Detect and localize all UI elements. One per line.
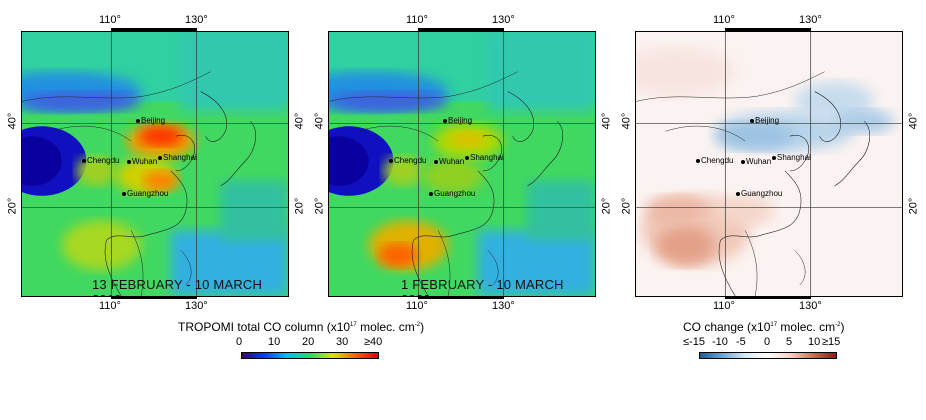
panel2-top-frame-bar [418, 28, 504, 31]
city-shanghai: Shanghai [772, 153, 811, 162]
co-map-2020 [329, 32, 595, 296]
lat-label-20-left: 20° [620, 197, 633, 215]
panel1-bottom-frame-bar [111, 296, 197, 299]
city-beijing: Beijing [443, 116, 472, 125]
city-wuhan: Wuhan [434, 157, 464, 166]
city-wuhan: Wuhan [127, 157, 157, 166]
co-change-map [636, 32, 902, 296]
city-guangzhou: Guangzhou [122, 189, 168, 198]
map-panel-2020: Beijing Chengdu Wuhan Shanghai Guangzhou… [328, 31, 596, 297]
colorbar-left-gradient [241, 352, 379, 359]
lon-label-110-top: 110° [406, 14, 428, 26]
co-map-2019 [22, 32, 288, 296]
lon-label-130-top: 130° [185, 14, 208, 26]
lat-label-20-left: 20° [6, 197, 19, 215]
lat-label-20-right: 20° [600, 197, 613, 215]
lon-label-130-bottom: 130° [185, 300, 208, 312]
lat-label-20-right: 20° [293, 197, 306, 215]
lat-label-40-left: 40° [313, 112, 326, 130]
lat-label-40-right: 40° [600, 112, 613, 130]
city-beijing: Beijing [750, 116, 779, 125]
lat-label-20-right: 20° [907, 197, 920, 215]
lat-label-40-left: 40° [620, 112, 633, 130]
city-chengdu: Chengdu [82, 156, 119, 165]
colorbar-left-title: TROPOMI total CO column (x1017 molec. cm… [178, 320, 425, 334]
city-guangzhou: Guangzhou [736, 189, 782, 198]
city-shanghai: Shanghai [465, 153, 504, 162]
city-guangzhou: Guangzhou [429, 189, 475, 198]
city-chengdu: Chengdu [696, 156, 733, 165]
lon-label-110-top: 110° [99, 14, 121, 26]
city-beijing: Beijing [136, 116, 165, 125]
lon-label-130-top: 130° [492, 14, 515, 26]
lat-label-40-left: 40° [6, 112, 19, 130]
panel3-bottom-frame-bar [725, 296, 811, 299]
map-panel-change: Beijing Chengdu Wuhan Shanghai Guangzhou [635, 31, 903, 297]
panel2-date-label: 1 FEBRUARY - 10 MARCH 2020 [401, 277, 564, 296]
map-panel-2019: Beijing Chengdu Wuhan Shanghai Guangzhou… [21, 31, 289, 297]
lon-label-110-top: 110° [713, 14, 735, 26]
panel2-bottom-frame-bar [418, 296, 504, 299]
lon-label-130-bottom: 130° [492, 300, 515, 312]
lat-label-40-right: 40° [293, 112, 306, 130]
lon-label-110-bottom: 110° [713, 300, 735, 312]
lon-label-110-bottom: 110° [99, 300, 121, 312]
city-wuhan: Wuhan [741, 157, 771, 166]
lon-label-130-bottom: 130° [799, 300, 822, 312]
lat-label-40-right: 40° [907, 112, 920, 130]
lon-label-110-bottom: 110° [406, 300, 428, 312]
colorbar-right-gradient [699, 352, 837, 359]
lon-label-130-top: 130° [799, 14, 822, 26]
city-shanghai: Shanghai [158, 153, 197, 162]
colorbar-right-title: CO change (x1017 molec. cm-2) [683, 320, 845, 334]
panel1-date-label: 13 FEBRUARY - 10 MARCH 2019 [92, 277, 263, 296]
panel1-top-frame-bar [111, 28, 197, 31]
city-chengdu: Chengdu [389, 156, 426, 165]
lat-label-20-left: 20° [313, 197, 326, 215]
panel3-top-frame-bar [725, 28, 811, 31]
